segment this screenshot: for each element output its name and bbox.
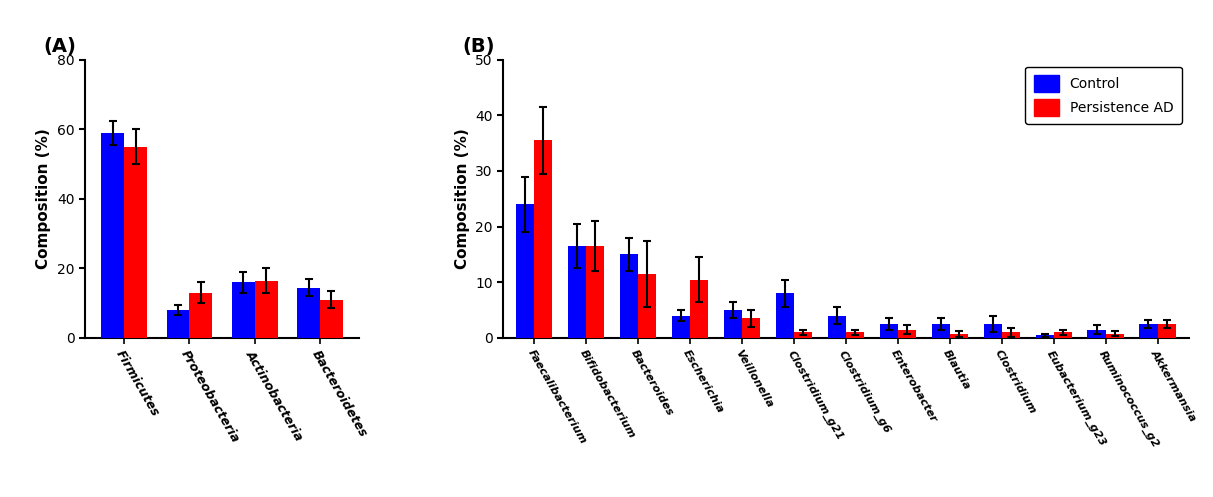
Bar [534,140,552,338]
Bar [101,133,124,338]
Bar [827,316,845,338]
Bar [1036,335,1054,338]
Bar [320,300,343,338]
Bar [742,319,761,338]
Bar [1088,330,1105,338]
Text: (B): (B) [462,37,495,56]
Bar [795,332,813,338]
Bar [1002,332,1020,338]
Text: (A): (A) [44,37,76,56]
Bar [724,310,742,338]
Bar [672,316,690,338]
Bar [932,324,950,338]
Y-axis label: Composition (%): Composition (%) [36,128,51,269]
Bar [1054,332,1072,338]
Bar [1139,324,1157,338]
Bar [950,334,968,338]
Bar [166,310,189,338]
Bar [984,324,1002,338]
Bar [189,293,212,338]
Bar [124,147,147,338]
Bar [898,330,916,338]
Bar [232,282,255,338]
Bar [690,279,708,338]
Bar [568,246,586,338]
Bar [879,324,898,338]
Bar [845,332,864,338]
Bar [620,254,638,338]
Y-axis label: Composition (%): Composition (%) [455,128,469,269]
Bar [1105,333,1123,338]
Bar [297,287,320,338]
Bar [1157,324,1175,338]
Bar [638,274,656,338]
Bar [255,280,278,338]
Legend: Control, Persistence AD: Control, Persistence AD [1025,67,1181,124]
Bar [586,246,604,338]
Bar [516,204,534,338]
Bar [776,293,795,338]
